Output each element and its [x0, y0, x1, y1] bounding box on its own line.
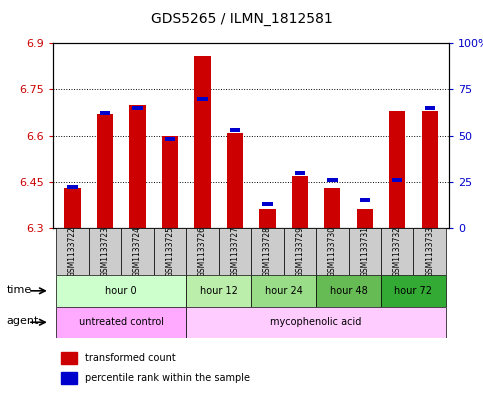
FancyBboxPatch shape	[186, 275, 251, 307]
Bar	[197, 97, 208, 101]
Bar	[324, 188, 341, 228]
FancyBboxPatch shape	[121, 228, 154, 275]
FancyBboxPatch shape	[57, 307, 186, 338]
Text: GSM1133723: GSM1133723	[100, 226, 110, 277]
Bar	[359, 198, 370, 202]
Bar	[162, 136, 178, 228]
Bar	[165, 137, 175, 141]
Text: GSM1133722: GSM1133722	[68, 226, 77, 277]
Text: GSM1133728: GSM1133728	[263, 226, 272, 277]
Text: GSM1133730: GSM1133730	[328, 226, 337, 277]
FancyBboxPatch shape	[57, 275, 186, 307]
Bar	[227, 132, 243, 228]
Bar	[61, 372, 77, 384]
Text: mycophenolic acid: mycophenolic acid	[270, 317, 362, 327]
Bar	[68, 185, 78, 189]
Text: hour 24: hour 24	[265, 286, 302, 296]
FancyBboxPatch shape	[251, 228, 284, 275]
Text: agent: agent	[6, 316, 39, 327]
Bar	[392, 178, 402, 182]
Bar	[422, 111, 438, 228]
Bar	[259, 209, 275, 228]
Bar	[129, 105, 146, 228]
Text: GSM1133731: GSM1133731	[360, 226, 369, 277]
Bar	[425, 106, 435, 110]
Bar	[327, 178, 338, 182]
Bar	[262, 202, 272, 206]
Text: GSM1133725: GSM1133725	[166, 226, 174, 277]
Bar	[61, 352, 77, 364]
Text: time: time	[6, 285, 31, 295]
FancyBboxPatch shape	[316, 275, 381, 307]
Bar	[230, 128, 240, 132]
Text: GSM1133733: GSM1133733	[425, 226, 434, 277]
FancyBboxPatch shape	[154, 228, 186, 275]
Text: hour 48: hour 48	[330, 286, 368, 296]
FancyBboxPatch shape	[186, 228, 219, 275]
Text: percentile rank within the sample: percentile rank within the sample	[85, 373, 250, 383]
Text: GSM1133724: GSM1133724	[133, 226, 142, 277]
Text: GSM1133727: GSM1133727	[230, 226, 240, 277]
FancyBboxPatch shape	[381, 228, 413, 275]
FancyBboxPatch shape	[413, 228, 446, 275]
Text: hour 12: hour 12	[200, 286, 238, 296]
Text: GSM1133729: GSM1133729	[296, 226, 304, 277]
Text: GSM1133726: GSM1133726	[198, 226, 207, 277]
FancyBboxPatch shape	[316, 228, 349, 275]
FancyBboxPatch shape	[251, 275, 316, 307]
Bar	[295, 171, 305, 174]
Text: GDS5265 / ILMN_1812581: GDS5265 / ILMN_1812581	[151, 12, 332, 26]
FancyBboxPatch shape	[381, 275, 446, 307]
Bar	[389, 111, 405, 228]
Text: transformed count: transformed count	[85, 353, 175, 363]
Bar	[132, 106, 143, 110]
Bar	[97, 114, 113, 228]
Bar	[194, 55, 211, 228]
FancyBboxPatch shape	[186, 307, 446, 338]
Bar	[356, 209, 373, 228]
FancyBboxPatch shape	[219, 228, 251, 275]
FancyBboxPatch shape	[349, 228, 381, 275]
Text: GSM1133732: GSM1133732	[393, 226, 402, 277]
FancyBboxPatch shape	[284, 228, 316, 275]
Text: hour 72: hour 72	[395, 286, 432, 296]
Text: hour 0: hour 0	[105, 286, 137, 296]
Bar	[65, 188, 81, 228]
Bar	[100, 112, 110, 116]
FancyBboxPatch shape	[89, 228, 121, 275]
FancyBboxPatch shape	[57, 228, 89, 275]
Text: untreated control: untreated control	[79, 317, 164, 327]
Bar	[292, 176, 308, 228]
